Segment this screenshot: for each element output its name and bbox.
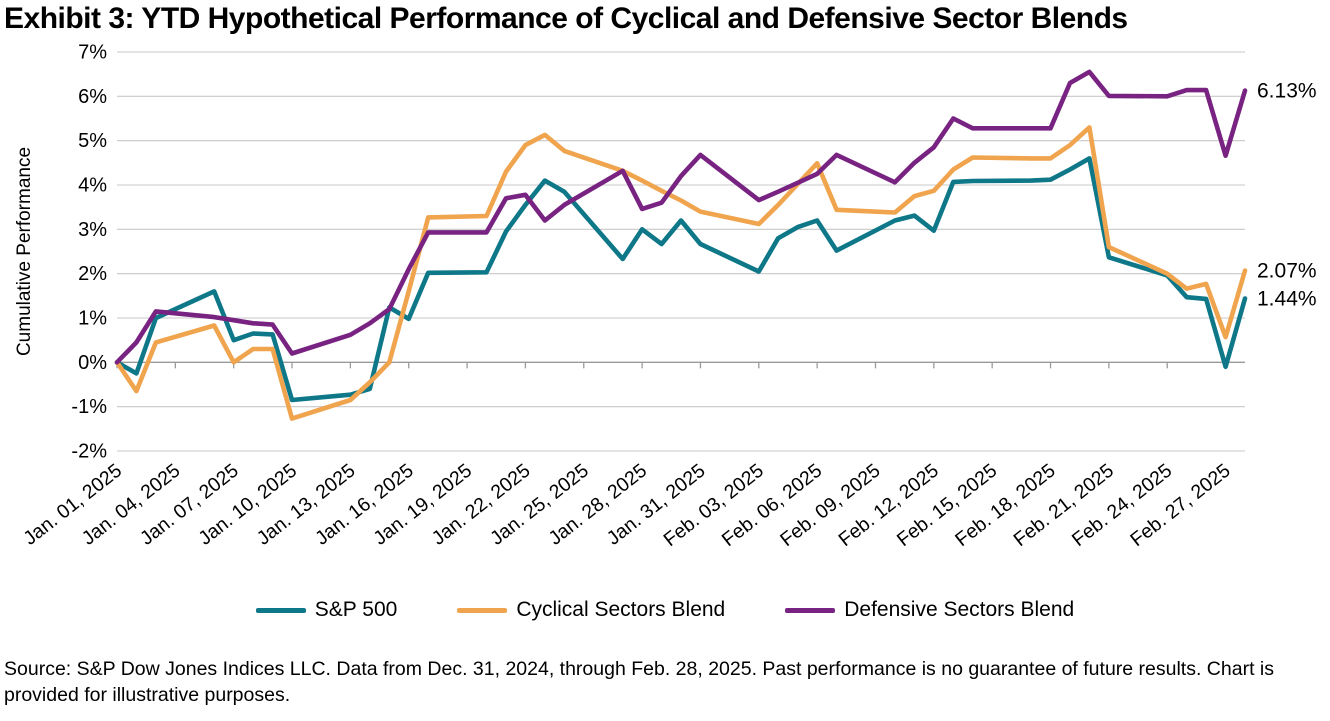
chart-legend: S&P 500 Cyclical Sectors Blend Defensive… — [0, 598, 1330, 622]
y-tick-label: -2% — [71, 441, 107, 463]
x-tick-label: Feb. 24, 2025 — [1068, 460, 1176, 552]
y-tick-label: 5% — [78, 130, 107, 152]
cyclical-line-swatch — [457, 607, 508, 613]
legend-label-sp500: S&P 500 — [314, 598, 398, 621]
legend-label-cyclical: Cyclical Sectors Blend — [516, 598, 726, 621]
y-tick-label: 6% — [78, 86, 107, 108]
series-end-label: 6.13% — [1257, 80, 1317, 103]
x-tick-label: Feb. 12, 2025 — [835, 460, 943, 552]
x-tick-label: Jan. 01, 2025 — [19, 460, 126, 550]
y-tick-label: 7% — [78, 42, 107, 64]
y-tick-label: 0% — [78, 352, 107, 374]
y-tick-label: -1% — [71, 396, 107, 418]
series-end-label: 2.07% — [1257, 260, 1317, 283]
defensive-line-swatch — [785, 607, 836, 613]
legend-item-defensive: Defensive Sectors Blend — [785, 598, 1074, 622]
x-tick-label: Feb. 09, 2025 — [776, 460, 884, 552]
series-line-0 — [114, 156, 1248, 403]
y-tick-label: 1% — [78, 308, 107, 330]
x-tick-label: Feb. 15, 2025 — [893, 460, 1001, 552]
series-line-1 — [114, 125, 1248, 421]
y-tick-label: 4% — [78, 175, 107, 197]
chart-title: Exhibit 3: YTD Hypothetical Performance … — [4, 2, 1128, 35]
legend-item-cyclical: Cyclical Sectors Blend — [457, 598, 725, 622]
x-tick-label: Feb. 21, 2025 — [1010, 460, 1118, 552]
source-note: Source: S&P Dow Jones Indices LLC. Data … — [4, 658, 1274, 707]
sp500-line-swatch — [255, 607, 306, 613]
y-tick-label: 2% — [78, 263, 107, 285]
series-end-label: 1.44% — [1257, 287, 1317, 310]
series-line-2 — [114, 69, 1248, 365]
legend-item-sp500: S&P 500 — [255, 598, 398, 622]
x-tick-label: Feb. 06, 2025 — [718, 460, 826, 552]
y-axis-title: Cumulative Performance — [14, 147, 35, 356]
x-tick-label: Feb. 27, 2025 — [1126, 460, 1234, 552]
y-tick-label: 3% — [78, 219, 107, 241]
x-tick-label: Feb. 03, 2025 — [659, 460, 767, 552]
legend-label-defensive: Defensive Sectors Blend — [844, 598, 1075, 621]
performance-line-chart: 7% 6% 5% 4% 3% 2% 1% 0% -1% -2% Cumulative Perform… — [14, 42, 1317, 552]
x-tick-label: Feb. 18, 2025 — [951, 460, 1059, 552]
